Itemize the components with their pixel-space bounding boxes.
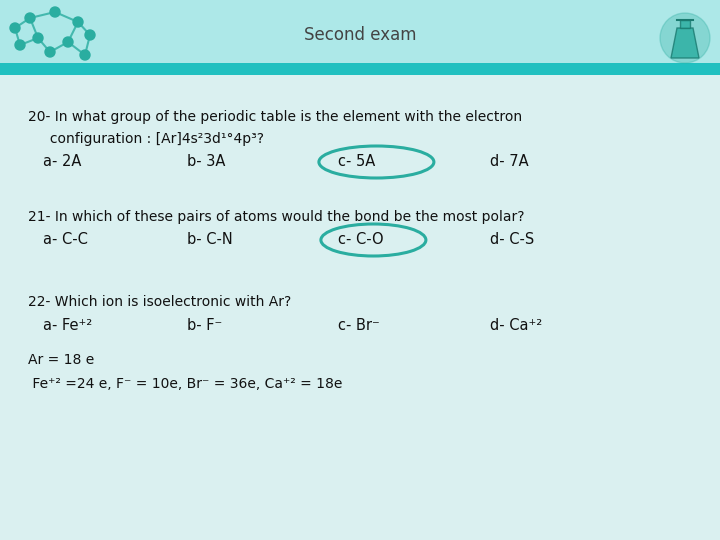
Text: b- 3A: b- 3A [187, 154, 225, 170]
Circle shape [45, 47, 55, 57]
Text: b- F⁻: b- F⁻ [187, 318, 222, 333]
Text: d- C-S: d- C-S [490, 233, 534, 247]
Circle shape [80, 50, 90, 60]
Circle shape [85, 30, 95, 40]
Text: c- 5A: c- 5A [338, 154, 376, 170]
Text: Ar = 18 e: Ar = 18 e [28, 353, 94, 367]
Text: b- C-N: b- C-N [187, 233, 233, 247]
Text: Second exam: Second exam [304, 26, 416, 44]
Text: 21- In which of these pairs of atoms would the bond be the most polar?: 21- In which of these pairs of atoms wou… [28, 210, 524, 224]
Text: configuration : [Ar]4s²3d¹°4p³?: configuration : [Ar]4s²3d¹°4p³? [28, 132, 264, 146]
Circle shape [73, 17, 83, 27]
Circle shape [25, 13, 35, 23]
Circle shape [50, 7, 60, 17]
Text: d- Ca⁺²: d- Ca⁺² [490, 318, 542, 333]
Circle shape [33, 33, 43, 43]
Text: c- Br⁻: c- Br⁻ [338, 318, 380, 333]
Circle shape [15, 40, 25, 50]
Polygon shape [671, 28, 699, 58]
Text: 22- Which ion is isoelectronic with Ar?: 22- Which ion is isoelectronic with Ar? [28, 295, 292, 309]
Polygon shape [680, 20, 690, 28]
Text: a- 2A: a- 2A [43, 154, 81, 170]
Text: 20- In what group of the periodic table is the element with the electron: 20- In what group of the periodic table … [28, 110, 522, 124]
Text: a- C-C: a- C-C [43, 233, 88, 247]
Text: c- C-O: c- C-O [338, 233, 384, 247]
Text: a- Fe⁺²: a- Fe⁺² [43, 318, 92, 333]
Bar [0, 63, 720, 75]
Circle shape [660, 13, 710, 63]
Circle shape [10, 23, 20, 33]
Text: Fe⁺² =24 e, F⁻ = 10e, Br⁻ = 36e, Ca⁺² = 18e: Fe⁺² =24 e, F⁻ = 10e, Br⁻ = 36e, Ca⁺² = … [28, 377, 343, 391]
Bar [0, 0, 720, 75]
Text: d- 7A: d- 7A [490, 154, 528, 170]
Circle shape [63, 37, 73, 47]
